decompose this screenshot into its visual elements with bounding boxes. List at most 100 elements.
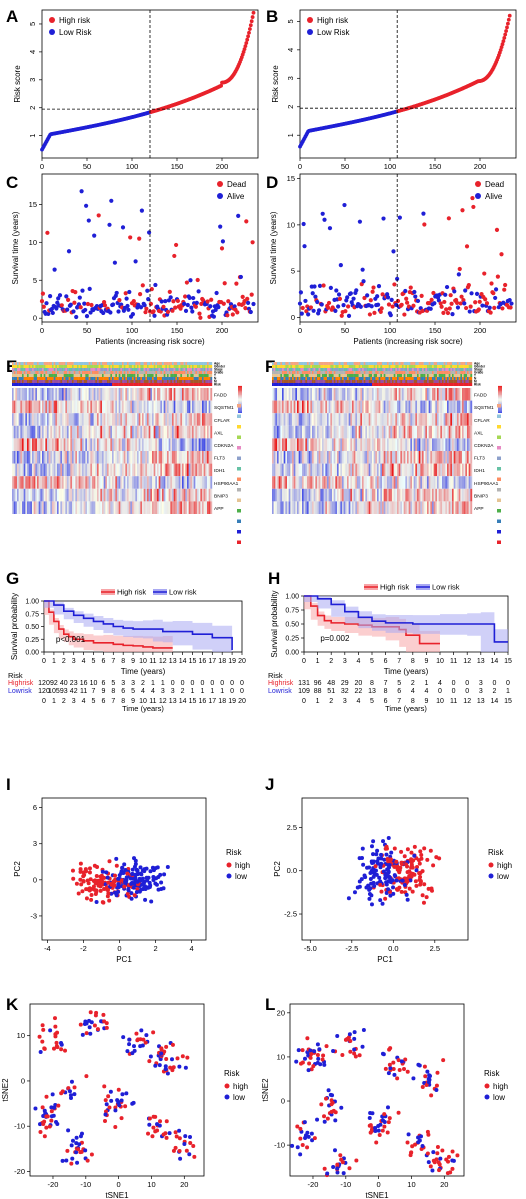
heatmap-cell <box>330 425 333 439</box>
heatmap-cell <box>170 413 173 426</box>
dead-point <box>488 310 493 315</box>
annotation-cell <box>335 365 338 368</box>
annotation-cell <box>363 380 366 383</box>
heatmap-cell <box>100 488 103 502</box>
heatmap-cell <box>150 476 153 489</box>
heatmap-cell <box>100 501 103 514</box>
dead-point <box>444 307 449 312</box>
panel-letter-E: E <box>6 357 17 376</box>
heatmap-cell <box>402 400 404 414</box>
annotation-cell <box>383 365 386 368</box>
legend-swatch <box>237 509 241 513</box>
alive-point <box>338 263 343 268</box>
heatmap-cell <box>37 488 39 502</box>
heatmap-cell <box>83 438 86 451</box>
high-risk-point <box>244 41 249 45</box>
annotation-cell <box>170 371 173 374</box>
risk-annotation-cell <box>443 383 446 386</box>
heatmap-cell <box>130 451 133 464</box>
alive-point <box>474 291 480 296</box>
y-tick-label: 3 <box>286 76 295 80</box>
heatmap-cell <box>132 400 134 414</box>
heatmap-cell <box>108 438 111 451</box>
heatmap-cell <box>35 451 38 464</box>
heatmap-cell <box>92 501 94 514</box>
gene-label: FLT3 <box>474 456 485 462</box>
annotation-cell <box>108 362 111 365</box>
risk-annotation-cell <box>278 383 281 386</box>
heatmap-cell <box>13 476 16 489</box>
heatmap-cell <box>433 425 436 439</box>
heatmap-cell <box>118 425 121 439</box>
annotation-cell <box>315 371 318 374</box>
dead-point <box>249 292 254 297</box>
heatmap-cell <box>92 488 94 502</box>
heatmap-cell <box>103 501 106 514</box>
annotation-cell <box>453 374 456 377</box>
annotation-cell <box>467 365 469 368</box>
heatmap-cell <box>325 463 328 477</box>
annotation-cell <box>455 380 458 383</box>
annotation-cell <box>357 374 359 377</box>
dead-point <box>447 306 452 311</box>
heatmap-cell <box>303 425 306 439</box>
annotation-cell <box>440 362 443 365</box>
heatmap-cell <box>365 451 368 464</box>
annotation-cell <box>63 374 66 377</box>
annotation-cell <box>290 368 293 371</box>
heatmap-cell <box>427 451 429 464</box>
risk-annotation-cell <box>95 383 98 386</box>
annotation-cell <box>70 380 73 383</box>
risk-annotation-cell <box>140 383 143 386</box>
heatmap-cell <box>470 413 473 426</box>
risk-annotation-cell <box>42 383 44 386</box>
heatmap-cell <box>318 400 321 414</box>
risk-annotation-cell <box>88 383 91 386</box>
annotation-cell <box>43 374 46 377</box>
colorbar-segment <box>238 407 242 409</box>
heatmap-cell <box>282 425 284 439</box>
heatmap-cell <box>142 438 144 451</box>
heatmap-cell <box>77 388 79 401</box>
heatmap-cell <box>327 438 329 451</box>
dead-point <box>240 294 245 299</box>
heatmap-cell <box>168 413 171 426</box>
annotation-cell <box>427 371 429 374</box>
dead-point <box>379 306 384 311</box>
annotation-cell <box>398 362 401 365</box>
risk-annotation-cell <box>190 383 193 386</box>
annotation-cell <box>123 371 126 374</box>
heatmap-cell <box>180 501 183 514</box>
heatmap-cell <box>110 413 113 426</box>
annotation-cell <box>307 380 309 383</box>
annotation-cell <box>183 371 186 374</box>
annotation-cell <box>365 365 368 368</box>
annotation-cell <box>352 377 354 380</box>
annotation-cell <box>382 368 384 371</box>
annotation-cell <box>373 368 376 371</box>
heatmap-cell <box>105 438 108 451</box>
heatmap-cell <box>87 476 89 489</box>
heatmap-cell <box>137 488 139 502</box>
annotation-cell <box>32 374 34 377</box>
risk-annotation-cell <box>328 383 331 386</box>
heatmap-cell <box>155 438 158 451</box>
heatmap-cell <box>198 451 201 464</box>
heatmap-cell <box>93 388 96 401</box>
risk-annotation-cell <box>427 383 429 386</box>
annotation-cell <box>338 371 341 374</box>
annotation-cell <box>50 362 53 365</box>
y-tick-label: 15 <box>287 174 295 183</box>
heatmap-cell <box>118 476 121 489</box>
heatmap-cell <box>435 400 438 414</box>
heatmap-cell <box>385 451 388 464</box>
heatmap-cell <box>53 476 56 489</box>
heatmap-cell <box>283 425 286 439</box>
heatmap-cell <box>300 388 303 401</box>
heatmap-cell <box>415 438 418 451</box>
annotation-cell <box>460 365 463 368</box>
annotation-cell <box>333 362 336 365</box>
heatmap-cell <box>143 501 146 514</box>
annotation-cell <box>348 377 351 380</box>
annotation-cell <box>457 365 459 368</box>
